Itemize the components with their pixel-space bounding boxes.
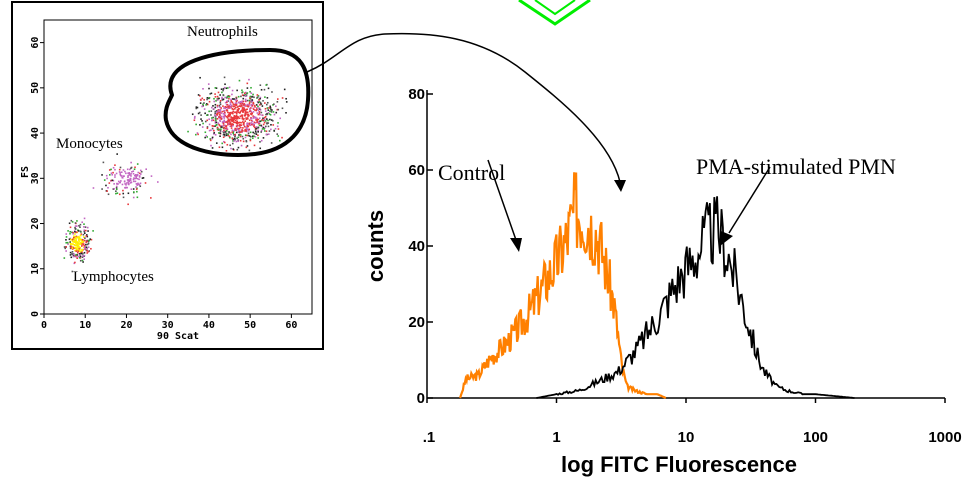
scatter-x-tick-label: 0 — [41, 320, 47, 331]
population-lymphocytes — [63, 217, 94, 273]
scatter-x-tick-labels: 0 10 20 30 40 50 60 — [41, 320, 297, 331]
population-monocytes — [92, 153, 159, 206]
scatter-x-tick-label: 30 — [162, 320, 174, 331]
scatter-y-tick-label: 40 — [30, 127, 41, 139]
scatter-x-axis-label: 90 Scat — [157, 331, 199, 342]
control-label: Control — [438, 160, 505, 185]
monocytes-label: Monocytes — [56, 136, 123, 152]
lymphocytes-label: Lymphocytes — [73, 269, 154, 285]
histogram-x-ticks: .1 1 10 100 1000 — [423, 398, 962, 446]
scatter-y-tick-labels: 0 10 20 30 40 50 60 — [30, 37, 41, 317]
histogram-y-tick-label: 80 — [408, 86, 425, 103]
histogram-x-tick-label: 1 — [552, 429, 560, 446]
histogram-panel: 0 20 40 60 80 .1 1 10 100 1000 counts log FITC F… — [363, 86, 962, 477]
scatter-x-tick-label: 10 — [79, 320, 91, 331]
histogram-y-tick-label: 20 — [408, 314, 425, 331]
pma-arrow — [720, 166, 771, 246]
histogram-x-tick-label: 1000 — [928, 429, 961, 446]
series-line-pma-stimulated-pmn — [536, 196, 855, 399]
scatter-y-tick-label: 0 — [30, 311, 41, 317]
histogram-y-axis-label: counts — [363, 210, 388, 282]
histogram-x-tick-label: .1 — [423, 429, 436, 446]
scatter-x-tick-label: 50 — [244, 320, 256, 331]
histogram-x-tick-label: 100 — [803, 429, 828, 446]
green-marker-icon — [518, 0, 591, 26]
histogram-series — [459, 172, 855, 400]
scatter-panel-frame — [11, 1, 324, 350]
neutrophil-gate — [163, 47, 311, 157]
scatter-x-tick-label: 60 — [285, 320, 297, 331]
control-arrow — [487, 159, 522, 252]
scatter-y-tick-label: 20 — [30, 218, 41, 230]
scatter-y-axis-label: FS — [20, 166, 31, 178]
scatter-plot-area — [43, 19, 313, 315]
series-line-control — [459, 172, 667, 400]
histogram-y-tick-label: 40 — [408, 238, 425, 255]
scatter-x-tick-label: 40 — [203, 320, 215, 331]
histogram-x-tick-label: 10 — [678, 429, 695, 446]
scatter-y-tick-label: 50 — [30, 82, 41, 94]
scatter-y-tick-label: 10 — [30, 263, 41, 275]
histogram-y-tick-label: 60 — [408, 162, 425, 179]
pma-stimulated-pmn-label: PMA-stimulated PMN — [696, 154, 896, 179]
histogram-y-ticks: 0 20 40 60 80 — [408, 86, 433, 407]
gate-to-histogram-arrow — [306, 32, 626, 192]
scatter-dots — [63, 76, 288, 273]
histogram-x-axis-label: log FITC Fluorescence — [561, 452, 797, 477]
scatter-panel: 0 10 20 30 40 50 60 0 10 20 30 40 50 60 FS 90 Scat N… — [11, 1, 324, 350]
scatter-ticks — [40, 42, 292, 318]
neutrophils-label: Neutrophils — [187, 24, 258, 40]
scatter-y-tick-label: 60 — [30, 37, 41, 49]
scatter-x-tick-label: 20 — [120, 320, 132, 331]
scatter-y-tick-label: 30 — [30, 172, 41, 184]
population-neutrophils — [187, 76, 288, 152]
histogram-y-tick-label: 0 — [417, 390, 425, 407]
